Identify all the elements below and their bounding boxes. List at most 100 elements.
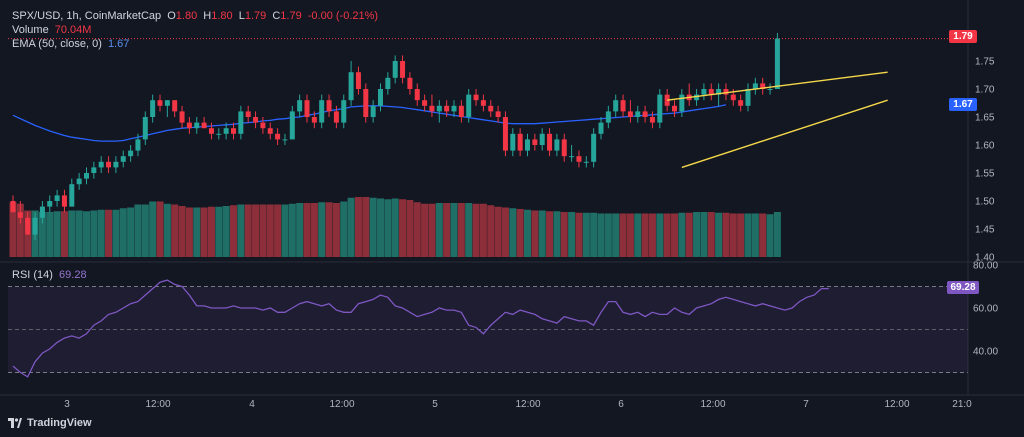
candle-body <box>164 100 170 106</box>
volume-bar <box>663 213 671 257</box>
candle <box>69 178 75 207</box>
candle <box>620 94 626 117</box>
candle-body <box>561 139 567 157</box>
candle-body <box>488 105 494 112</box>
candle-body <box>98 161 104 168</box>
candle <box>238 105 244 140</box>
candle <box>561 133 567 162</box>
volume-bar <box>516 209 524 257</box>
time-tick-label: 12:00 <box>700 399 725 410</box>
tradingview-brand-name: TradingView <box>27 417 92 429</box>
ema-label: EMA (50, close, 0) <box>12 38 102 50</box>
candle-body <box>275 133 281 140</box>
candle-body <box>69 184 75 207</box>
candle <box>172 100 178 117</box>
candle <box>150 94 156 123</box>
candle-body <box>370 105 376 117</box>
close-label: C <box>272 10 281 22</box>
volume-bar <box>773 212 781 257</box>
candle <box>98 156 104 173</box>
candle <box>400 55 406 84</box>
open-value: 1.80 <box>175 10 198 22</box>
tradingview-logo[interactable]: TradingView <box>8 417 92 429</box>
candle-body <box>179 111 185 123</box>
candle <box>642 105 648 123</box>
candle <box>113 156 119 173</box>
candle-body <box>745 89 751 106</box>
volume-bar <box>582 212 590 257</box>
candle <box>319 94 325 129</box>
volume-bar <box>744 213 752 257</box>
candle <box>363 83 369 123</box>
ema-line <box>12 104 727 142</box>
volume-bar <box>656 213 664 257</box>
volume-bar <box>97 209 105 257</box>
volume-bar <box>266 204 274 257</box>
volume-bar <box>259 204 267 257</box>
candle <box>61 189 67 213</box>
candle-body <box>649 117 655 123</box>
high-value: 1.80 <box>211 10 233 22</box>
candle-body <box>480 100 486 106</box>
time-tick-label: 12:00 <box>515 399 540 410</box>
candle <box>179 105 185 129</box>
volume-bar <box>303 203 311 257</box>
volume-bar <box>127 207 135 257</box>
candle-body <box>304 100 310 117</box>
candle-body <box>701 89 707 95</box>
candle <box>106 156 112 173</box>
candle <box>569 145 575 162</box>
candle-body <box>54 195 60 201</box>
candle-body <box>260 122 266 129</box>
volume-bar <box>296 203 304 257</box>
candle-body <box>774 38 780 89</box>
rsi-tick-label: 40.00 <box>973 347 998 358</box>
candle-body <box>679 94 685 112</box>
candle <box>576 150 582 168</box>
candle-body <box>120 156 126 162</box>
candle-body <box>620 100 626 112</box>
volume-label: Volume <box>12 24 49 36</box>
candle <box>429 94 435 117</box>
volume-bar <box>406 200 414 257</box>
candle <box>510 128 516 157</box>
volume-bar <box>524 209 531 257</box>
volume-bar <box>244 204 252 257</box>
candle-body <box>223 128 229 134</box>
symbol-label: SPX/USD, 1h, CoinMarketCap <box>12 10 162 22</box>
candle-body <box>444 105 450 112</box>
candle <box>194 117 200 134</box>
rsi-tick-label: 80.00 <box>973 261 998 272</box>
candle <box>591 128 597 168</box>
candle <box>348 61 354 106</box>
volume-bar <box>318 202 326 257</box>
candle-body <box>414 89 420 101</box>
candle-body <box>113 161 119 168</box>
candle-body <box>392 61 398 78</box>
volume-bar <box>9 202 17 257</box>
volume-bar <box>119 208 127 257</box>
candle <box>502 111 508 157</box>
price-tick-label: 1.40 <box>975 253 995 264</box>
candle <box>635 105 641 123</box>
candle <box>613 94 619 117</box>
volume-bar <box>193 207 201 257</box>
volume-bar <box>604 213 612 257</box>
trendline <box>667 71 888 101</box>
volume-bar <box>685 212 693 257</box>
volume-bar <box>149 201 157 257</box>
candle <box>186 117 192 134</box>
candle <box>532 133 538 151</box>
candle-body <box>716 89 722 95</box>
volume-bar <box>156 201 164 257</box>
candle <box>495 105 501 123</box>
volume-bar <box>325 202 333 257</box>
volume-bar <box>457 203 465 257</box>
last-price-tag: 1.79 <box>949 30 977 43</box>
volume-bar <box>310 203 318 257</box>
candle <box>488 100 494 117</box>
candle <box>672 100 677 117</box>
volume-bar <box>281 204 289 257</box>
candle-body <box>510 133 516 151</box>
